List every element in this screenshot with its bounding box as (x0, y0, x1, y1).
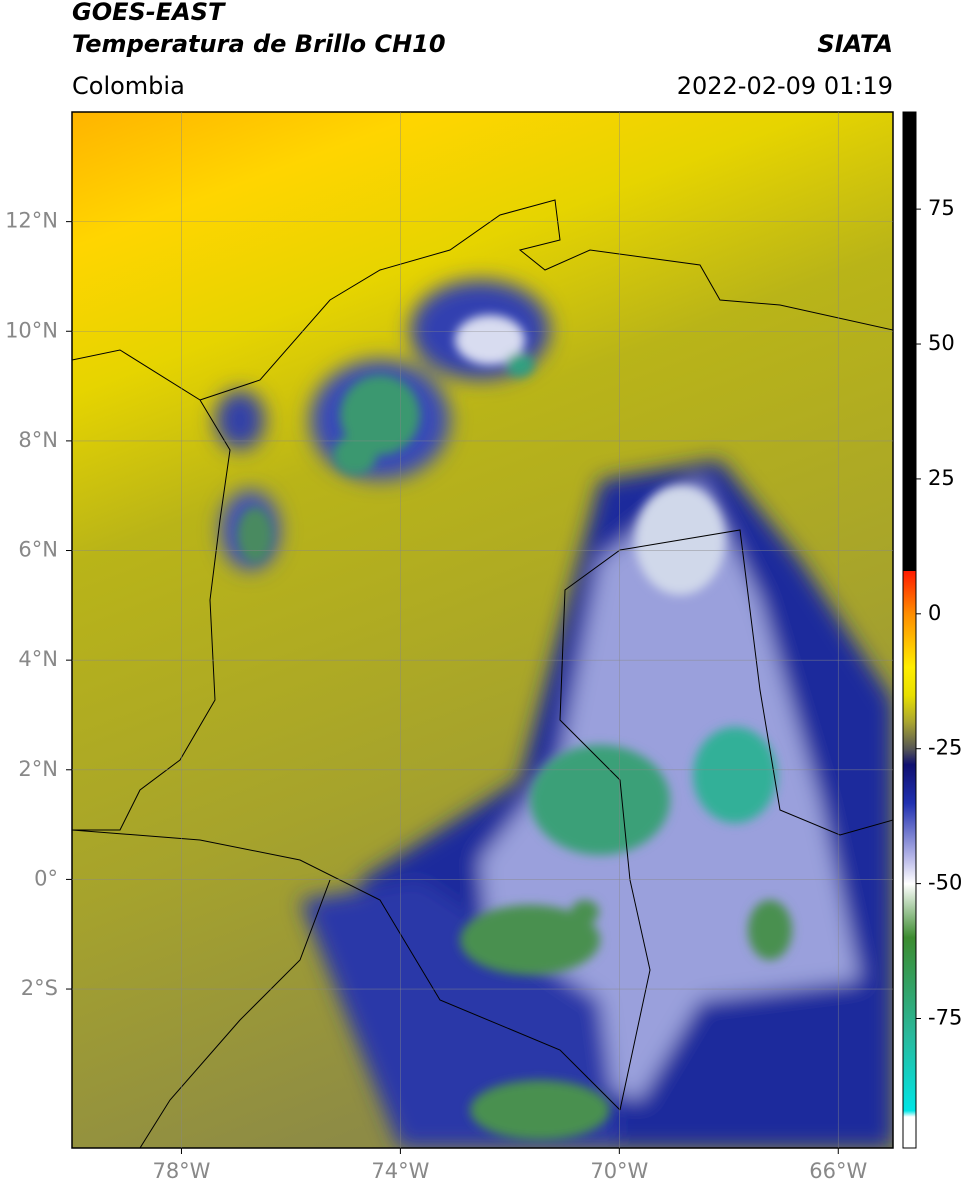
colorbar (902, 111, 917, 1149)
y-tick-label: 8°N (18, 428, 58, 452)
x-tick-label: 74°W (371, 1159, 429, 1183)
timestamp: 2022-02-09 01:19 (677, 72, 893, 100)
y-tick-label: 4°N (18, 647, 58, 671)
subtitle: Temperatura de Brillo CH10 (72, 30, 446, 58)
region: Colombia (72, 72, 185, 100)
satellite-image (72, 112, 893, 1148)
y-tick-label: 2°N (18, 757, 58, 781)
y-tick-label: 0° (34, 866, 58, 890)
graticule (66, 112, 893, 1154)
x-tick-label: 78°W (152, 1159, 210, 1183)
y-tick-label: 12°N (5, 209, 58, 233)
y-tick-label: 6°N (18, 538, 58, 562)
map-frame (71, 111, 894, 1149)
colorbar-tick-label: 25 (928, 466, 955, 490)
colorbar-tick-label: -25 (928, 736, 962, 760)
title: GOES-EAST (72, 0, 226, 26)
colorbar-tick-label: 75 (928, 196, 955, 220)
source: SIATA (817, 30, 893, 58)
colorbar-tick-label: 0 (928, 601, 941, 625)
x-tick-label: 66°W (809, 1159, 867, 1183)
y-tick-label: 10°N (5, 318, 58, 342)
colorbar-tick-label: -75 (928, 1006, 962, 1030)
x-tick-label: 70°W (590, 1159, 648, 1183)
colorbar-tick-label: 50 (928, 331, 955, 355)
y-tick-label: 2°S (21, 976, 58, 1000)
colorbar-tick-label: -50 (928, 871, 962, 895)
